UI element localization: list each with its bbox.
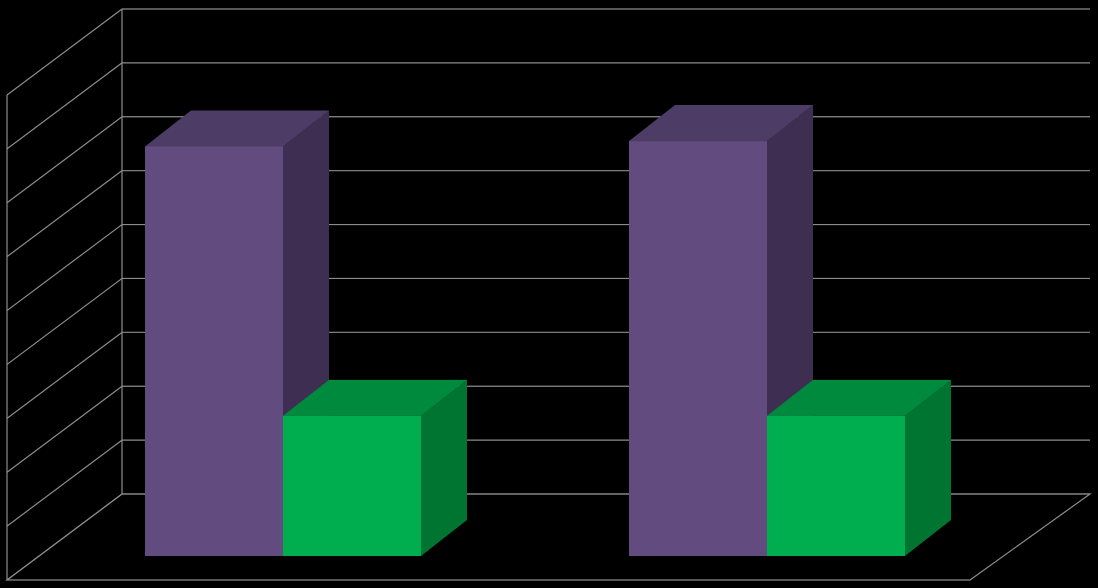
side-gridline bbox=[6, 439, 123, 527]
bar-top bbox=[767, 379, 951, 416]
side-gridline bbox=[6, 385, 123, 473]
bar-front bbox=[629, 141, 767, 557]
bar bbox=[767, 379, 951, 556]
bar-top bbox=[145, 110, 329, 147]
side-gridline bbox=[6, 8, 123, 96]
bar-front bbox=[767, 415, 905, 556]
bar-front bbox=[145, 146, 283, 556]
bar-side bbox=[421, 379, 467, 556]
side-gridline bbox=[6, 116, 123, 204]
bar-top bbox=[629, 105, 813, 142]
bar-front bbox=[283, 415, 421, 556]
side-gridline bbox=[6, 331, 123, 419]
chart-bars bbox=[145, 105, 951, 557]
bar-side bbox=[905, 379, 951, 556]
side-gridline bbox=[6, 277, 123, 365]
side-gridline bbox=[6, 224, 123, 312]
bar-top bbox=[283, 379, 467, 416]
chart-floor bbox=[5, 493, 1092, 581]
bar bbox=[283, 379, 467, 556]
side-gridline bbox=[6, 170, 123, 258]
side-gridline bbox=[6, 62, 123, 150]
